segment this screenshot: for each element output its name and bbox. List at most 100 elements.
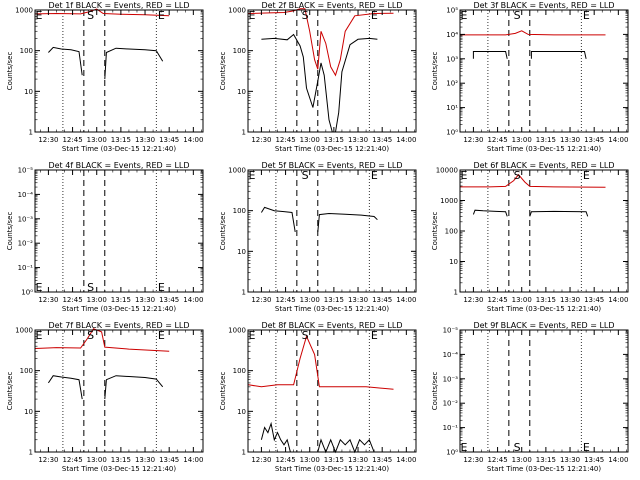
plot-frame [459,169,629,293]
events-series-line [261,33,378,133]
y-tick-label: 1 [242,289,246,297]
plot-frame [247,9,417,133]
y-tick-label: 100 [20,367,33,375]
plot-frame [459,329,629,453]
lld-series-line [248,8,394,77]
y-tick-label: 10⁻² [18,240,34,248]
x-tick-label: 13:30 [348,456,368,464]
y-tick-label: 10¹ [446,104,458,112]
y-tick-label: 1 [242,449,246,457]
y-tick-label: 10⁻² [443,400,459,408]
x-tick-label: 13:00 [300,456,320,464]
chart-title: Det 9f BLACK = Events, RED = LLD [473,321,614,330]
y-tick-label: 10⁻⁴ [18,191,34,199]
y-axis-label: Counts/sec [431,372,439,411]
y-tick-label: 1 [29,129,33,137]
x-tick-label: 13:30 [135,456,155,464]
y-tick-label: 100 [233,367,246,375]
plot-frame [34,169,204,293]
x-tick-label: 12:30 [251,296,271,304]
events-series-line [48,46,83,76]
y-tick-label: 1 [242,129,246,137]
chart-title: Det 7f BLACK = Events, RED = LLD [48,321,189,330]
x-tick-label: 12:30 [463,456,483,464]
x-tick-label: 13:15 [111,456,131,464]
x-tick-label: 12:45 [487,456,507,464]
x-tick-label: 13:00 [87,456,107,464]
y-tick-label: 10⁻¹ [18,264,34,272]
y-tick-label: 10 [237,408,246,416]
y-tick-label: 10⁰ [446,129,458,137]
y-tick-label: 100 [445,228,458,236]
events-series-line [47,375,83,400]
y-tick-label: 1000 [15,7,33,15]
x-tick-label: 14:00 [396,136,416,144]
x-tick-label: 14:00 [183,296,203,304]
event-marker-label: E [583,169,590,182]
y-tick-label: 10⁻³ [443,375,459,383]
chart-title: Det 4f BLACK = Events, RED = LLD [48,161,189,170]
x-tick-label: 13:15 [536,456,556,464]
x-tick-label: 13:45 [372,136,392,144]
x-tick-label: 13:45 [372,296,392,304]
x-tick-label: 13:30 [348,136,368,144]
event-marker-label: E [371,329,378,342]
x-axis-label: Start Time (03-Dec-15 12:21:40) [62,305,176,313]
y-axis-label: Counts/sec [431,212,439,251]
y-tick-label: 10 [24,88,33,96]
x-tick-label: 14:00 [183,136,203,144]
events-series-line [317,212,378,232]
x-axis-label: Start Time (03-Dec-15 12:21:40) [62,145,176,153]
event-marker-label: E [249,9,256,22]
x-tick-label: 13:00 [87,136,107,144]
event-marker-label: S [87,329,94,342]
events-series-line [104,375,164,400]
lld-series-line [35,328,170,352]
event-marker-label: E [583,441,590,454]
y-tick-label: 1000 [228,7,246,15]
x-tick-label: 13:00 [512,136,532,144]
x-tick-label: 13:45 [372,456,392,464]
x-tick-label: 13:15 [111,136,131,144]
lld-series-line [248,334,394,390]
y-tick-label: 10⁻⁴ [443,351,459,359]
x-tick-label: 12:45 [275,136,295,144]
y-tick-label: 1000 [440,197,458,205]
event-marker-label: E [158,281,165,294]
y-tick-label: 100 [233,207,246,215]
chart-title: Det 3f BLACK = Events, RED = LLD [473,1,614,10]
x-tick-label: 12:30 [38,136,58,144]
event-marker-label: S [87,281,94,294]
x-tick-label: 12:45 [62,136,82,144]
x-tick-label: 12:45 [275,456,295,464]
y-tick-label: 10⁻⁵ [443,327,459,335]
x-tick-label: 13:45 [584,296,604,304]
event-marker-label: E [583,9,590,22]
event-marker-label: E [36,329,43,342]
event-marker-label: S [87,9,94,22]
y-tick-label: 1000 [15,327,33,335]
x-tick-label: 13:15 [111,296,131,304]
y-tick-label: 10 [237,248,246,256]
events-series-line [472,51,508,59]
y-tick-label: 100 [233,47,246,55]
lld-series-line [35,8,170,17]
x-tick-label: 12:30 [463,296,483,304]
x-tick-label: 13:15 [536,296,556,304]
event-marker-label: E [249,329,256,342]
y-axis-label: Counts/sec [6,372,14,411]
y-tick-label: 10⁵ [446,7,458,15]
plot-frame [459,9,629,133]
x-tick-label: 13:45 [159,456,179,464]
y-tick-label: 10⁰ [446,449,458,457]
event-marker-label: E [158,9,165,22]
event-marker-label: E [371,169,378,182]
x-tick-label: 12:45 [487,296,507,304]
x-tick-label: 13:15 [324,456,344,464]
x-axis-label: Start Time (03-Dec-15 12:21:40) [275,305,389,313]
y-tick-label: 10⁻³ [18,215,34,223]
event-marker-label: E [461,441,468,454]
